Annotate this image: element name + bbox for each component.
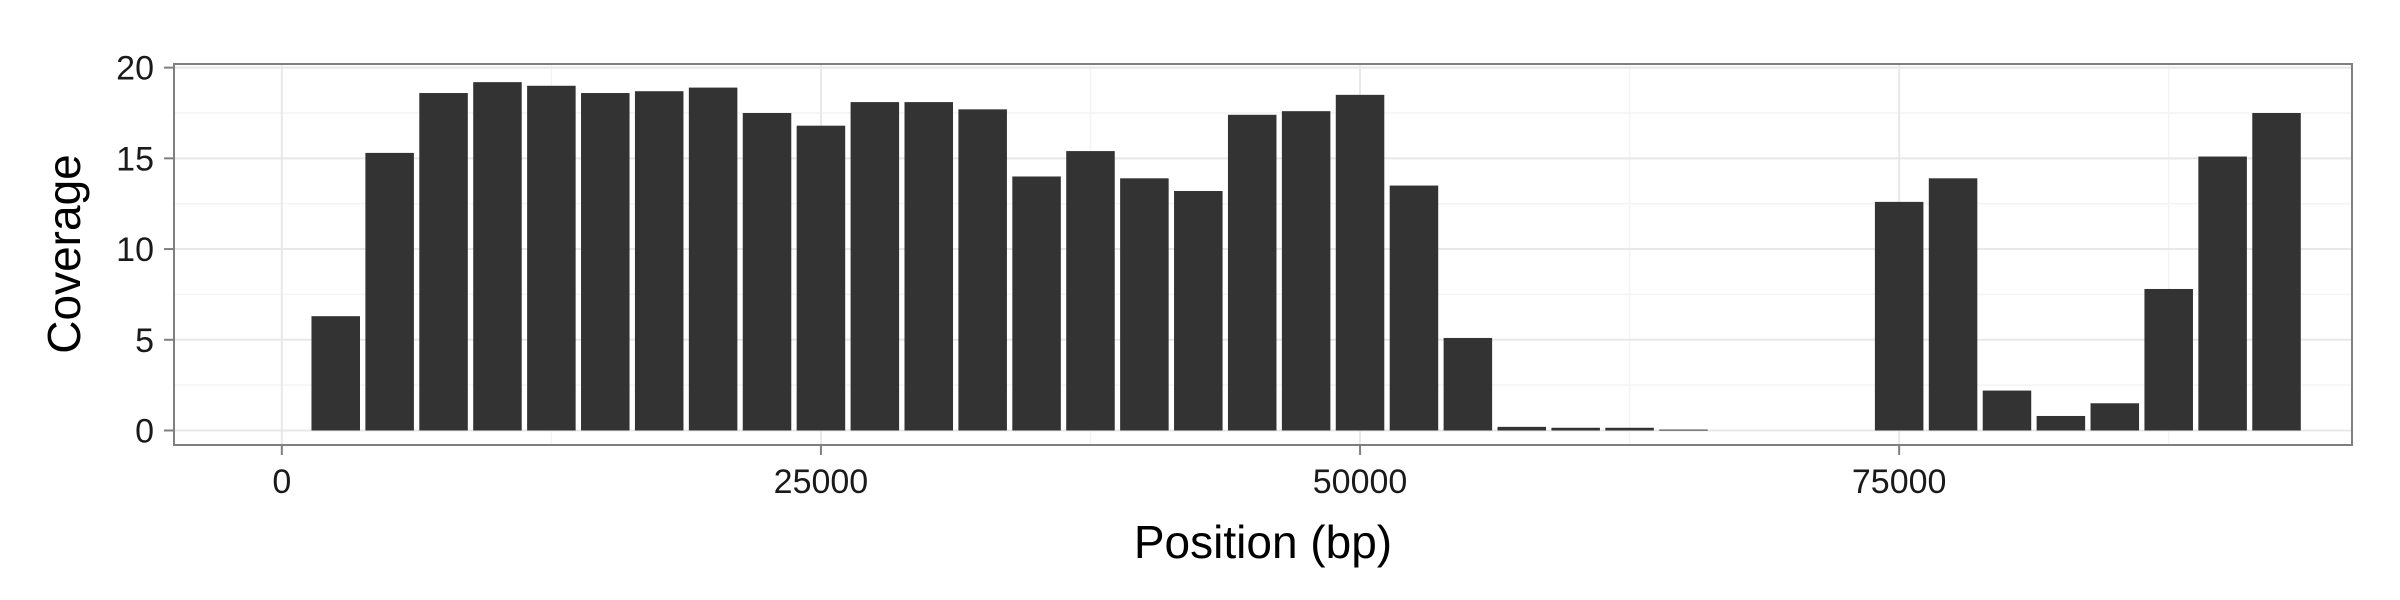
bar bbox=[2036, 415, 2086, 431]
bar bbox=[1497, 426, 1547, 431]
bar bbox=[1066, 151, 1115, 431]
x-tick-label: 75000 bbox=[1852, 463, 1947, 501]
bar bbox=[958, 109, 1007, 431]
plot-border bbox=[173, 63, 2353, 446]
bar bbox=[581, 93, 630, 431]
bar bbox=[1120, 178, 1169, 431]
bar bbox=[1928, 178, 1978, 431]
bar bbox=[1874, 201, 1924, 431]
bars bbox=[311, 82, 2301, 431]
x-tick-label: 25000 bbox=[774, 463, 869, 501]
bar bbox=[527, 85, 576, 431]
bar bbox=[1227, 114, 1277, 431]
bar bbox=[365, 152, 414, 431]
y-tick-label: 20 bbox=[116, 50, 154, 88]
bar bbox=[1281, 111, 1331, 431]
bar bbox=[2252, 112, 2301, 431]
bar bbox=[2090, 403, 2140, 431]
bar bbox=[634, 91, 684, 431]
bar bbox=[1443, 337, 1493, 431]
bar bbox=[1982, 390, 2032, 431]
x-tick-label: 50000 bbox=[1313, 463, 1408, 501]
y-axis-title: Coverage bbox=[38, 154, 90, 353]
bar bbox=[473, 82, 522, 431]
bar bbox=[1174, 191, 1223, 431]
y-tick-label: 15 bbox=[116, 140, 154, 178]
bar bbox=[904, 102, 954, 431]
bar bbox=[1335, 94, 1385, 431]
bar bbox=[1551, 427, 1600, 431]
bar bbox=[688, 87, 738, 431]
bar bbox=[1389, 185, 1439, 431]
bar bbox=[742, 112, 792, 431]
y-tick-label: 10 bbox=[116, 231, 154, 269]
x-axis-title: Position (bp) bbox=[1134, 516, 1392, 568]
bar bbox=[2198, 156, 2247, 431]
bar bbox=[850, 102, 900, 431]
y-axis-ticks: 0 5 10 15 20 bbox=[116, 50, 174, 450]
bar bbox=[1659, 429, 1708, 431]
bar bbox=[1012, 176, 1061, 431]
x-axis-ticks: 0 25000 50000 75000 bbox=[272, 445, 1946, 501]
y-tick-label: 0 bbox=[135, 412, 154, 450]
bar bbox=[796, 125, 846, 431]
y-tick-label: 5 bbox=[135, 322, 154, 360]
bar bbox=[419, 93, 468, 431]
bar bbox=[2144, 288, 2193, 431]
bar bbox=[1605, 427, 1654, 431]
x-tick-label: 0 bbox=[272, 463, 291, 501]
bar bbox=[311, 316, 360, 431]
